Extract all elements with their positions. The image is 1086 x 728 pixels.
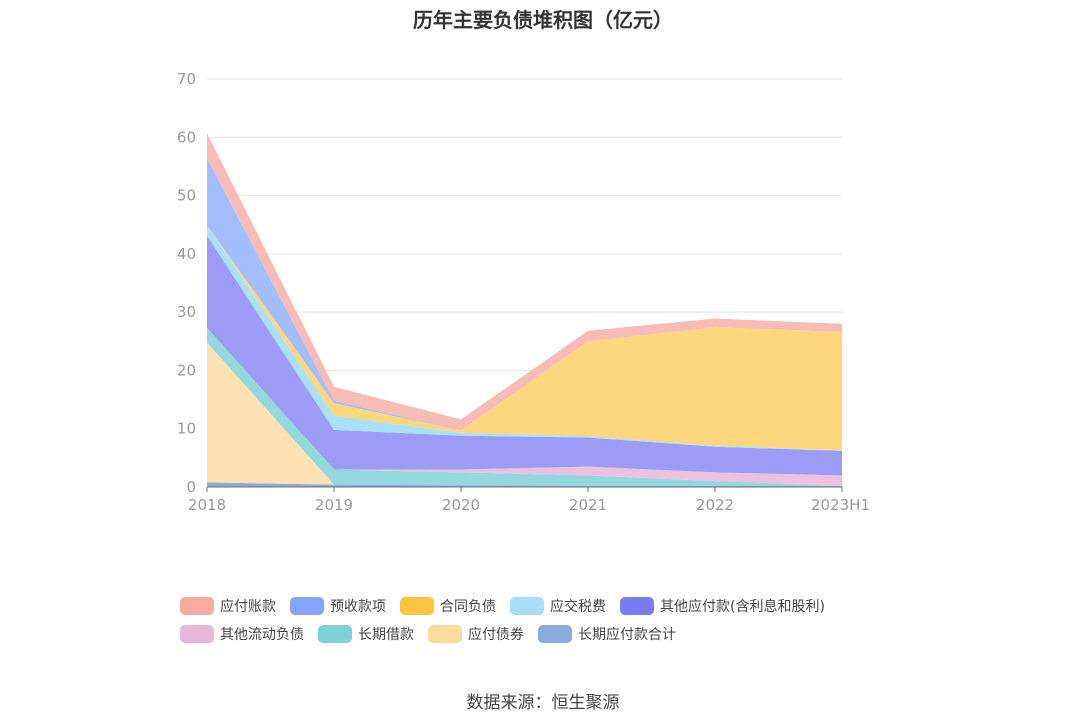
axes: 0 10 20 30 40 50 60 70 2018 2019 2020 2021 2022 2023H… [177,70,870,514]
series-area-4 [207,235,842,476]
legend-swatch [510,597,544,615]
legend-label: 应交税费 [550,599,606,615]
y-tick-label: 70 [177,70,196,88]
legend-swatch [620,597,654,615]
legend-item[interactable]: 预收款项 [290,596,386,616]
legend-swatch [180,597,214,615]
x-tick-label: 2019 [315,496,353,514]
legend-item[interactable]: 长期应付款合计 [538,624,676,644]
legend-item[interactable]: 合同负债 [400,596,496,616]
legend-label: 预收款项 [330,599,386,615]
legend-item[interactable]: 应付债券 [428,624,524,644]
legend-item[interactable]: 长期借款 [318,624,414,644]
legend-swatch [428,625,462,643]
legend-label: 应付债券 [468,627,524,643]
legend-label: 其他应付款(含利息和股利) [660,599,825,615]
legend-label: 其他流动负债 [220,627,304,643]
legend-row: 其他流动负债 长期借款 应付债券 长期应付款合计 [180,620,920,648]
y-tick-label: 30 [177,303,196,321]
legend-swatch [400,597,434,615]
x-tick-label: 2023H1 [811,496,870,514]
legend-swatch [318,625,352,643]
legend-item[interactable]: 其他流动负债 [180,624,304,644]
legend-label: 长期借款 [358,627,414,643]
legend-label: 长期应付款合计 [578,627,676,643]
y-tick-label: 60 [177,128,196,146]
legend-swatch [180,625,214,643]
series-area-6 [207,225,842,451]
legend-item[interactable]: 应交税费 [510,596,606,616]
x-tick-label: 2021 [569,496,607,514]
legend-row: 应付账款 预收款项 合同负债 应交税费 其他应付款(含利息和股利) [180,592,920,620]
legend-item[interactable]: 应付账款 [180,596,276,616]
source-note: 数据来源：恒生聚源 [466,693,620,713]
legend-label: 应付账款 [220,599,276,615]
series-area-1 [207,342,842,486]
legend-swatch [290,597,324,615]
legend-swatch [538,625,572,643]
x-tick-label: 2020 [442,496,480,514]
y-tick-label: 40 [177,245,196,263]
x-tick-label: 2022 [696,496,734,514]
x-tick-label: 2018 [188,496,226,514]
y-tick-label: 20 [177,361,196,379]
legend: 应付账款 预收款项 合同负债 应交税费 其他应付款(含利息和股利) 其他流动负债 长期借款… [180,592,920,648]
y-tick-label: 50 [177,187,196,205]
y-tick-label: 0 [186,478,196,496]
area-series [207,133,842,487]
chart-title: 历年主要负债堆积图（亿元） [413,8,673,32]
legend-label: 合同负债 [440,599,496,615]
y-tick-label: 10 [177,420,196,438]
legend-item[interactable]: 其他应付款(含利息和股利) [620,596,825,616]
